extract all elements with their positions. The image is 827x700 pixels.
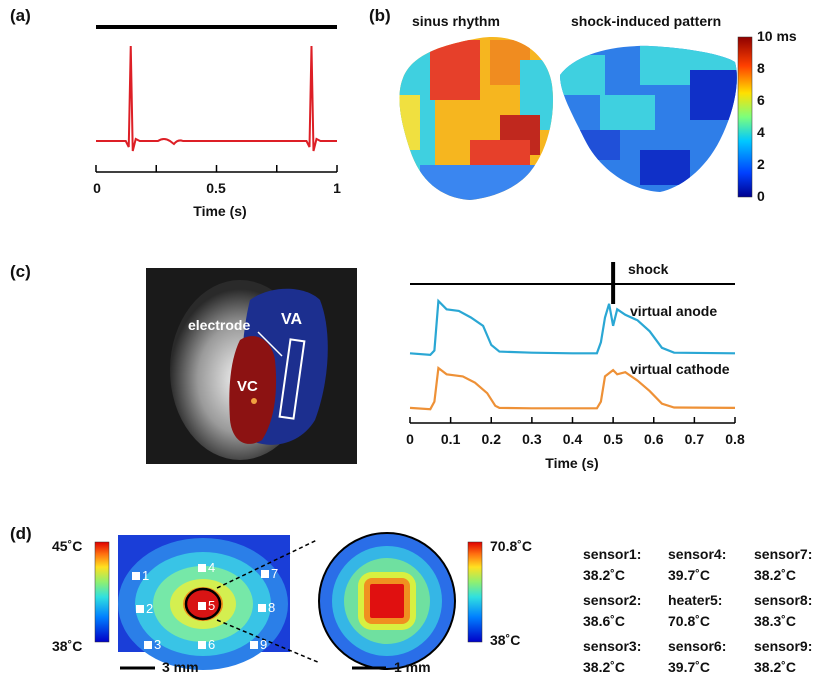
d-colorbar-1 <box>94 541 110 643</box>
d-cbar1-min: 38˚C <box>52 638 83 654</box>
a-tick-label-2: 1 <box>333 180 341 196</box>
reading-name: sensor9: <box>754 638 813 654</box>
d-colorbar-2 <box>467 541 483 643</box>
ecg-trace <box>96 45 337 152</box>
b-cbar-tick-3: 4 <box>757 124 765 140</box>
sensor-marker-label: 5 <box>208 598 216 613</box>
cathode-label: virtual cathode <box>630 361 730 377</box>
reading-value: 39.7˚C <box>668 567 711 583</box>
c-ticks <box>409 417 736 423</box>
reading-name: sensor3: <box>583 638 642 654</box>
c-tick-label: 0.5 <box>603 431 623 447</box>
virtual-anode-trace <box>409 298 736 357</box>
panel-label-d: (d) <box>10 524 32 543</box>
electrode-label: electrode <box>188 317 251 333</box>
c-tick-label: 0.4 <box>562 431 583 447</box>
scale-label-1: 3 mm <box>162 659 199 675</box>
panel-label-c: (c) <box>10 262 31 281</box>
d-cbar2-max: 70.8˚C <box>490 538 533 554</box>
reading-value: 38.3˚C <box>754 613 797 629</box>
electrode-outline <box>278 338 306 420</box>
c-tick-label: 0 <box>406 431 414 447</box>
reading-value: 38.2˚C <box>754 567 797 583</box>
b-title-sinus: sinus rhythm <box>412 13 500 29</box>
sinus-rhythm-map <box>399 37 554 200</box>
panel-label-a: (a) <box>10 6 31 25</box>
c-tick-label: 0.1 <box>440 431 461 447</box>
reading-name: sensor2: <box>583 592 642 608</box>
b-cbar-tick-1: 8 <box>757 60 765 76</box>
sensor-marker <box>198 641 206 649</box>
anode-label: virtual anode <box>630 303 718 319</box>
sensor-marker-label: 4 <box>208 560 216 575</box>
a-tick-label-0: 0 <box>93 180 101 196</box>
reading-value: 38.6˚C <box>583 613 626 629</box>
b-cbar-tick-4: 2 <box>757 156 765 172</box>
reading-value: 70.8˚C <box>668 613 711 629</box>
b-title-shock: shock-induced pattern <box>571 13 722 29</box>
sensor-marker-label: 7 <box>271 566 279 581</box>
sensor-marker <box>136 605 144 613</box>
b-cbar-tick-0: 10 ms <box>757 28 797 44</box>
c-tick-label: 0.2 <box>481 431 501 447</box>
virtual-cathode-trace <box>409 365 736 411</box>
d-cbar1-max: 45˚C <box>52 538 83 554</box>
reading-name: heater5: <box>668 592 723 608</box>
c-tick-label: 0.8 <box>725 431 745 447</box>
sensor-marker <box>198 602 206 610</box>
electrode-pointer <box>257 331 283 357</box>
c-tick-label: 0.6 <box>644 431 664 447</box>
reading-value: 38.2˚C <box>754 659 797 675</box>
vc-dot <box>251 398 257 404</box>
b-cbar-tick-2: 6 <box>757 92 765 108</box>
sensor-marker-label: 6 <box>208 637 216 652</box>
b-colorbar <box>737 36 753 198</box>
panel-a-ticks <box>95 165 338 172</box>
reading-name: sensor4: <box>668 546 727 562</box>
reading-value: 39.7˚C <box>668 659 711 675</box>
sensor-marker <box>132 572 140 580</box>
panel-label-b: (b) <box>369 6 391 25</box>
va-label: VA <box>281 311 303 328</box>
sensor-marker-label: 2 <box>146 601 154 616</box>
b-cbar-tick-5: 0 <box>757 188 765 204</box>
sensor-marker <box>261 570 269 578</box>
a-tick-label-1: 0.5 <box>206 180 226 196</box>
sensor-marker-label: 1 <box>142 568 150 583</box>
zoom-line-top <box>216 539 318 589</box>
c-tick-label: 0.3 <box>522 431 542 447</box>
reading-name: sensor1: <box>583 546 642 562</box>
scale-label-2: 1 mm <box>394 659 431 675</box>
reading-name: sensor7: <box>754 546 813 562</box>
vc-label: VC <box>237 378 258 395</box>
reading-name: sensor6: <box>668 638 727 654</box>
c-xlabel: Time (s) <box>545 455 599 471</box>
sensor-marker <box>198 564 206 572</box>
sensor-marker-label: 9 <box>260 637 268 652</box>
c-tick-label: 0.7 <box>684 431 705 447</box>
heater-zoom <box>370 584 404 618</box>
sensor-marker-label: 3 <box>154 637 162 652</box>
reading-value: 38.2˚C <box>583 659 626 675</box>
reading-value: 38.2˚C <box>583 567 626 583</box>
sensor-marker <box>144 641 152 649</box>
reading-name: sensor8: <box>754 592 813 608</box>
a-xlabel: Time (s) <box>193 203 247 219</box>
shock-label: shock <box>628 261 669 277</box>
zoom-line-bottom <box>216 619 321 664</box>
d-cbar2-min: 38˚C <box>490 632 521 648</box>
sensor-marker <box>250 641 258 649</box>
sensor-marker <box>258 604 266 612</box>
virtual-cathode-region <box>229 336 277 444</box>
sensor-marker-label: 8 <box>268 600 276 615</box>
sensor-squares <box>132 564 269 649</box>
